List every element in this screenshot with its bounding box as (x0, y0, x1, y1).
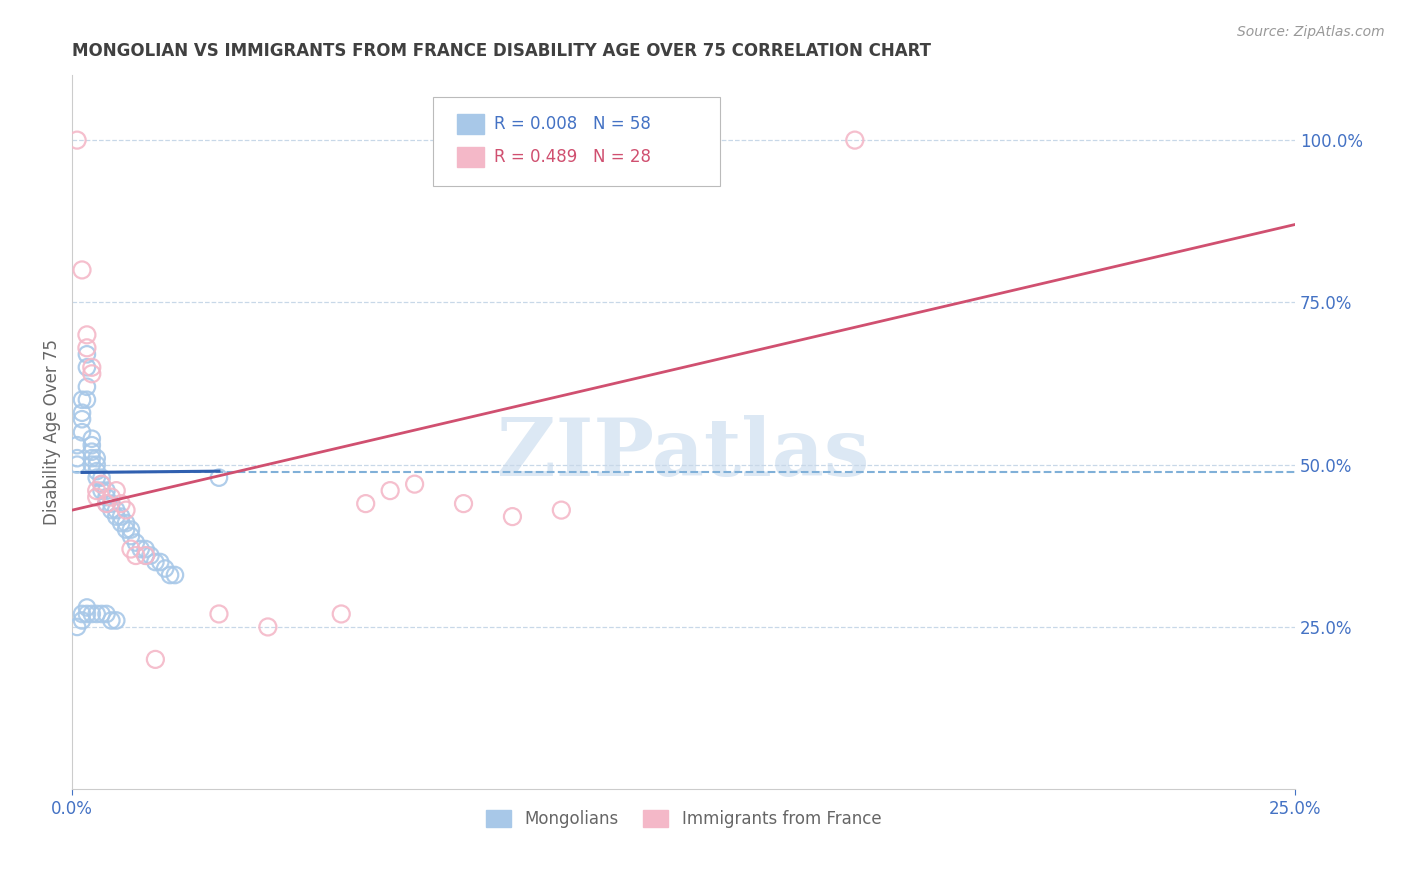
Point (96, 497, 118, 511)
Point (159, 568, 181, 582)
Point (80, 438, 103, 452)
Point (115, 503, 138, 517)
Point (80, 444, 103, 458)
Point (208, 607, 231, 621)
Point (90, 470, 112, 484)
Point (86, 607, 108, 621)
Point (76, 380, 98, 394)
Y-axis label: Disability Age Over 75: Disability Age Over 75 (44, 339, 60, 525)
Point (115, 523, 138, 537)
Point (66, 133, 89, 147)
Point (80, 432, 103, 446)
Point (153, 561, 176, 575)
Point (86, 451, 108, 466)
Point (70, 412, 93, 426)
Point (105, 614, 128, 628)
Point (90, 483, 112, 498)
Point (70, 263, 93, 277)
Point (550, 503, 572, 517)
Point (80, 360, 103, 375)
Point (70, 425, 93, 440)
Point (145, 652, 167, 666)
Point (90, 607, 112, 621)
Point (76, 392, 98, 407)
Point (76, 607, 98, 621)
Point (100, 490, 122, 504)
FancyBboxPatch shape (457, 147, 484, 168)
Point (135, 542, 157, 557)
Point (66, 458, 89, 472)
Point (70, 607, 93, 621)
Point (76, 360, 98, 375)
Point (76, 600, 98, 615)
Point (120, 529, 142, 543)
FancyBboxPatch shape (457, 114, 484, 135)
Point (110, 497, 132, 511)
Point (66, 438, 89, 452)
Point (96, 490, 118, 504)
Point (70, 392, 93, 407)
Point (110, 516, 132, 530)
Point (76, 347, 98, 361)
Point (501, 509, 523, 524)
Point (76, 327, 98, 342)
Point (125, 549, 148, 563)
Point (86, 490, 108, 504)
Point (257, 620, 280, 634)
Point (96, 483, 118, 498)
Text: R = 0.008   N = 58: R = 0.008 N = 58 (494, 115, 651, 134)
Point (330, 607, 353, 621)
Point (105, 509, 128, 524)
Point (100, 497, 122, 511)
Point (66, 451, 89, 466)
Point (70, 614, 93, 628)
Point (378, 483, 401, 498)
Point (404, 477, 426, 491)
Point (100, 614, 122, 628)
Point (96, 607, 118, 621)
Point (149, 555, 172, 569)
Text: MONGOLIAN VS IMMIGRANTS FROM FRANCE DISABILITY AGE OVER 75 CORRELATION CHART: MONGOLIAN VS IMMIGRANTS FROM FRANCE DISA… (72, 42, 931, 60)
Point (105, 503, 128, 517)
Point (90, 477, 112, 491)
Point (70, 406, 93, 420)
Text: Source: ZipAtlas.com: Source: ZipAtlas.com (1237, 25, 1385, 39)
Point (86, 483, 108, 498)
Point (86, 458, 108, 472)
Point (354, 497, 377, 511)
Point (80, 451, 103, 466)
Point (80, 458, 103, 472)
Point (115, 516, 138, 530)
Point (76, 341, 98, 355)
Point (208, 470, 231, 484)
Point (844, 133, 866, 147)
Point (120, 542, 142, 557)
Point (120, 523, 142, 537)
Point (163, 568, 186, 582)
Point (100, 503, 122, 517)
Point (125, 535, 148, 549)
Point (66, 620, 89, 634)
Point (129, 542, 152, 557)
Text: R = 0.489   N = 28: R = 0.489 N = 28 (494, 148, 651, 166)
FancyBboxPatch shape (433, 96, 720, 186)
Point (80, 607, 103, 621)
Point (135, 549, 157, 563)
Point (135, 549, 157, 563)
Point (453, 497, 475, 511)
Point (145, 555, 167, 569)
Point (110, 509, 132, 524)
Point (86, 464, 108, 478)
Text: ZIPatlas: ZIPatlas (498, 415, 870, 492)
Point (86, 470, 108, 484)
Point (139, 549, 162, 563)
Point (90, 477, 112, 491)
Point (105, 483, 128, 498)
Point (80, 367, 103, 381)
Legend: Mongolians, Immigrants from France: Mongolians, Immigrants from France (479, 803, 889, 834)
Point (96, 497, 118, 511)
